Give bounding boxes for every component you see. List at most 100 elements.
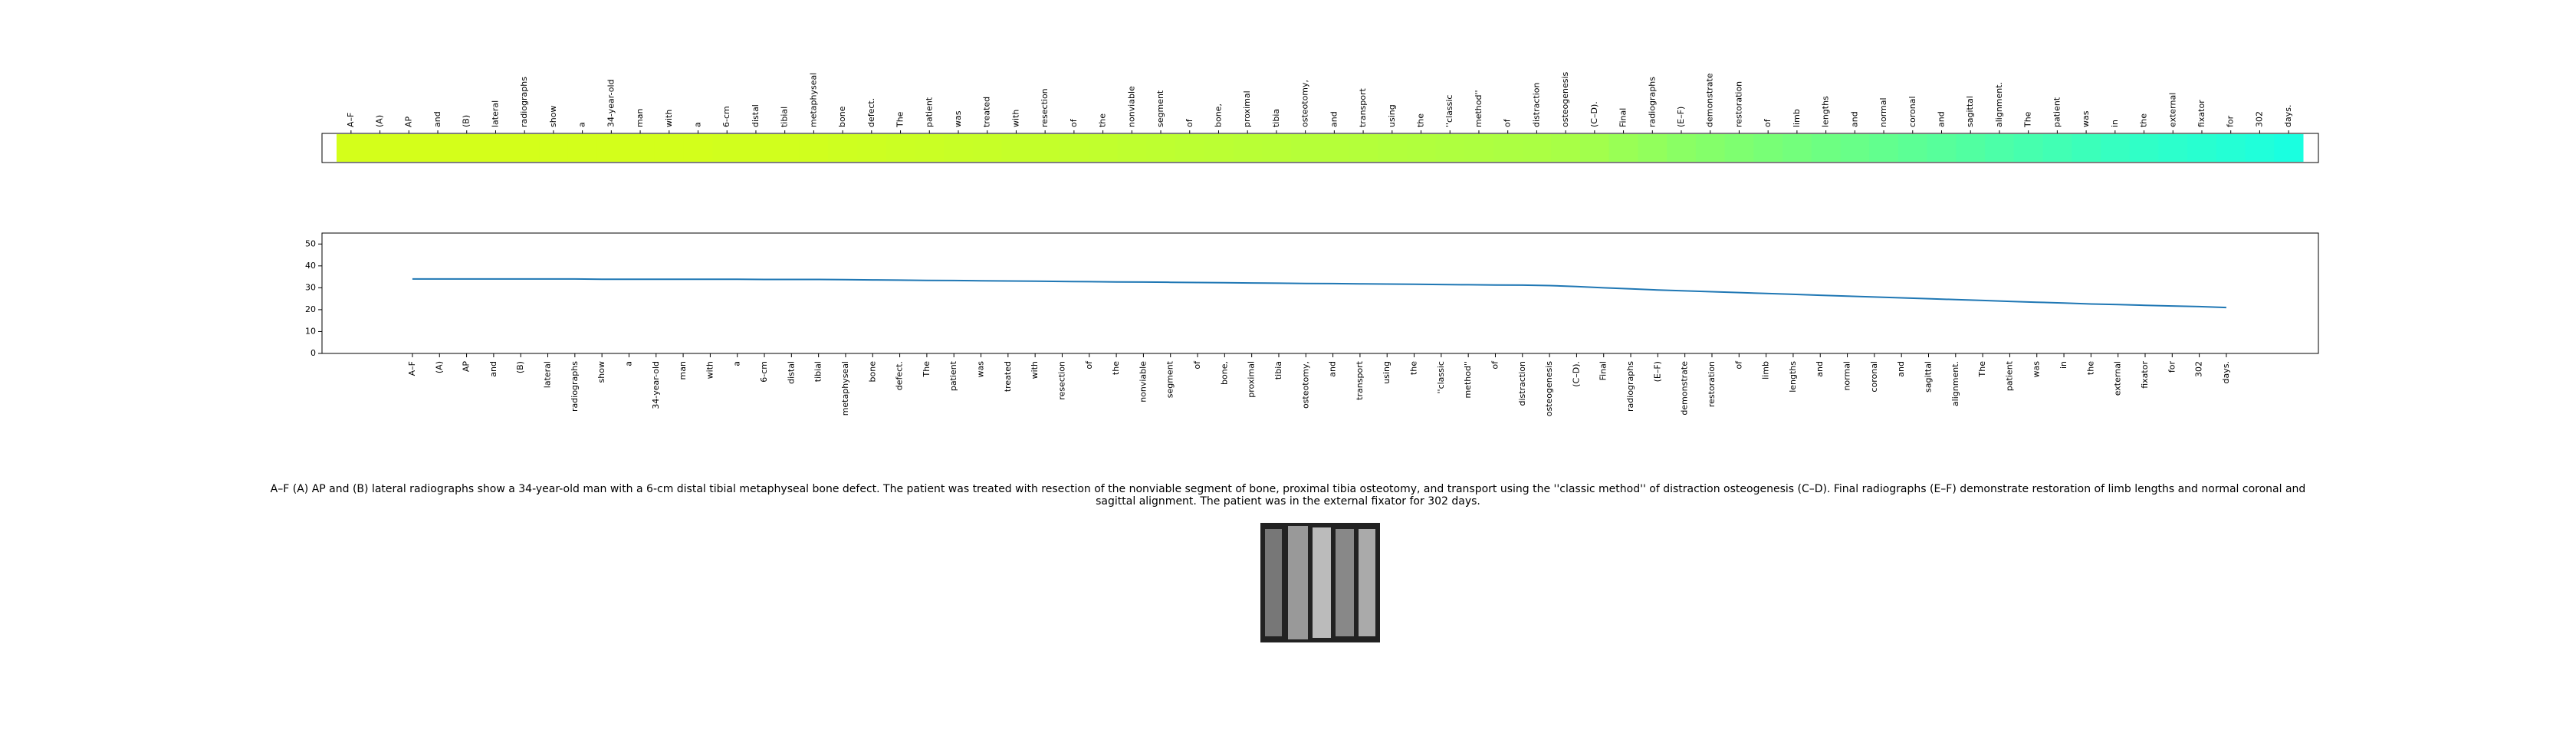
- heatmap-cell: [567, 134, 597, 162]
- heatmap-token-label: patient: [2052, 97, 2062, 127]
- heatmap-token-label: 6-cm: [721, 106, 731, 127]
- x-tick-label: proximal: [1247, 361, 1257, 398]
- heatmap-cell: [799, 134, 829, 162]
- heatmap-cell: [1522, 134, 1552, 162]
- heatmap-token-label: (C–D).: [1589, 101, 1599, 127]
- x-tick-label: osteogenesis: [1544, 361, 1554, 417]
- x-tick-label: A–F: [407, 361, 417, 376]
- heatmap-token-label: (B): [462, 115, 472, 127]
- heatmap-token-label: lengths: [1821, 96, 1831, 127]
- heatmap-cell: [626, 134, 656, 162]
- heatmap-cell: [2245, 134, 2275, 162]
- heatmap-token-label: radiographs: [519, 77, 529, 127]
- heatmap-token-label: distraction: [1531, 83, 1541, 127]
- heatmap-cell: [1001, 134, 1031, 162]
- heatmap-cell: [972, 134, 1003, 162]
- heatmap-cell: [1088, 134, 1118, 162]
- x-tick-label: radiographs: [1625, 361, 1635, 412]
- x-tick-label: external: [2113, 361, 2123, 396]
- heatmap-token-label: (E–F): [1676, 107, 1686, 127]
- heatmap-frame: [321, 133, 2319, 163]
- x-tick-label: of: [1490, 360, 1500, 370]
- heatmap-token-label: and: [1329, 111, 1339, 127]
- heatmap-cell: [944, 134, 974, 162]
- heatmap-token-label: limb: [1792, 109, 1802, 127]
- heatmap-cell: [1783, 134, 1812, 162]
- x-tick-label: distraction: [1517, 361, 1527, 406]
- heatmap-cell: [1406, 134, 1436, 162]
- heatmap-cell: [1464, 134, 1494, 162]
- x-tick-label: osteotomy,: [1300, 361, 1310, 409]
- heatmap-token-label: The: [2023, 111, 2033, 128]
- heatmap-token-label: 302: [2254, 111, 2264, 127]
- x-tick-label: was: [976, 361, 986, 378]
- heatmap-cell: [886, 134, 915, 162]
- x-tick-label: distal: [786, 361, 796, 384]
- heatmap-cell: [423, 134, 453, 162]
- x-tick-label: (A): [434, 361, 444, 373]
- heatmap-cell: [2072, 134, 2101, 162]
- heatmap-cell: [2274, 134, 2304, 162]
- x-tick-label: show: [596, 361, 606, 383]
- thumbnail: [1260, 523, 1380, 642]
- heatmap-cell: [1608, 134, 1638, 162]
- heatmap-token-label: was: [953, 110, 963, 127]
- x-tick-label: 34-year-old: [651, 361, 661, 409]
- heatmap-token-label: (A): [375, 115, 385, 127]
- heatmap-token-label: external: [2167, 93, 2177, 127]
- heatmap-token-label: a: [693, 122, 703, 127]
- heatmap-token-label: of: [1763, 118, 1773, 127]
- heatmap-token-label: man: [635, 109, 645, 127]
- x-tick-label: (B): [515, 361, 525, 373]
- heatmap-cell: [1840, 134, 1870, 162]
- x-tick-label: tibia: [1273, 361, 1283, 380]
- heatmap-token-label: segment: [1155, 90, 1165, 127]
- heatmap-token-label: of: [1184, 118, 1194, 127]
- heatmap-cell: [683, 134, 713, 162]
- x-tick-label: resection: [1056, 361, 1066, 400]
- x-tick-label: defect.: [895, 361, 905, 390]
- heatmap-token-label: bone,: [1213, 104, 1223, 127]
- x-tick-label: and: [1328, 361, 1338, 377]
- heatmap-token-label: restoration: [1733, 81, 1743, 127]
- heatmap-cell: [365, 134, 395, 162]
- x-tick-label: and: [488, 361, 498, 377]
- heatmap-cell: [1175, 134, 1205, 162]
- heatmap-cell: [1985, 134, 2015, 162]
- x-tick-label: normal: [1842, 361, 1852, 391]
- heatmap-cell: [2158, 134, 2188, 162]
- heatmap-cell: [394, 134, 424, 162]
- heatmap-cell: [2042, 134, 2072, 162]
- x-tick-label: bone,: [1219, 361, 1229, 385]
- heatmap-token-label: method'': [1474, 90, 1484, 127]
- heatmap-token-label: normal: [1878, 97, 1888, 127]
- heatmap-token-label: the: [1098, 113, 1108, 127]
- heatmap-token-label: was: [2081, 110, 2091, 127]
- x-tick-label: AP: [462, 361, 472, 373]
- heatmap-token-label: days.: [2283, 105, 2293, 127]
- x-tick-label: demonstrate: [1680, 361, 1690, 416]
- x-tick-label: the: [1409, 361, 1419, 375]
- heatmap-cell: [2129, 134, 2159, 162]
- heatmap-token-label: ''classic: [1444, 95, 1454, 127]
- x-tick-label: treated: [1003, 361, 1013, 392]
- heatmap-token-label: demonstrate: [1705, 73, 1715, 127]
- x-tick-label: fixator: [2140, 361, 2150, 389]
- y-tick-label: 50: [305, 238, 316, 248]
- heatmap-cell: [1233, 134, 1263, 162]
- heatmap-cell: [856, 134, 887, 162]
- x-tick-label: using: [1382, 361, 1392, 384]
- x-tick-label: patient: [948, 360, 958, 391]
- heatmap-cell: [596, 134, 626, 162]
- heatmap-cell: [1753, 134, 1783, 162]
- heatmap-token-label: the: [1416, 113, 1426, 127]
- heatmap-cell: [1262, 134, 1292, 162]
- x-tick-label: a: [732, 361, 742, 366]
- x-tick-label: limb: [1761, 361, 1771, 380]
- heatmap-cell: [1811, 134, 1841, 162]
- heatmap-cell: [1695, 134, 1726, 162]
- x-tick-label: patient: [2004, 360, 2014, 391]
- x-tick-label: alignment.: [1950, 361, 1960, 406]
- heatmap-token-label: resection: [1040, 88, 1050, 127]
